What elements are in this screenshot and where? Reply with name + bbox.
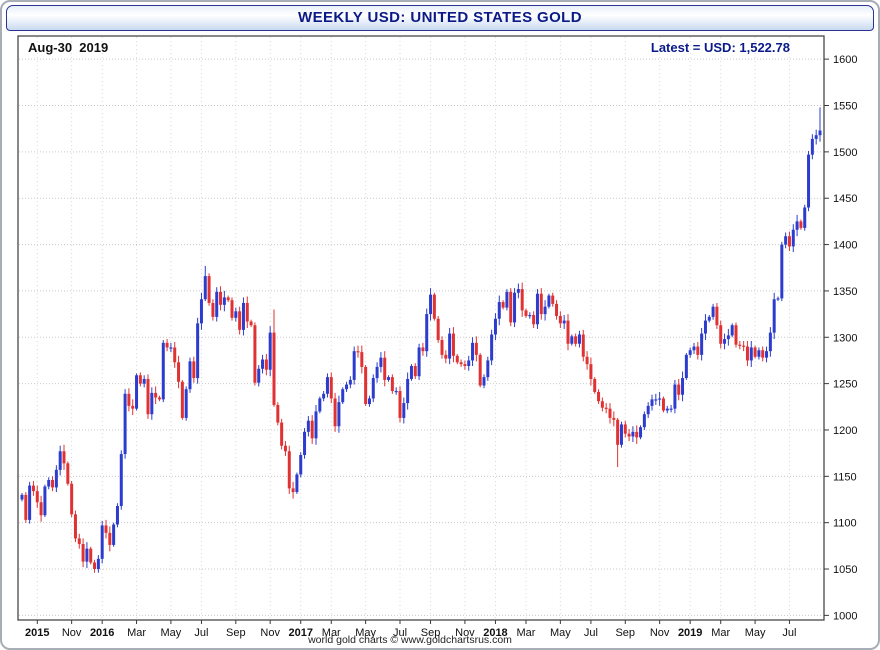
svg-text:Mar: Mar xyxy=(127,627,146,639)
svg-text:Sep: Sep xyxy=(226,627,246,639)
svg-text:Sep: Sep xyxy=(421,627,441,639)
svg-text:Jul: Jul xyxy=(782,627,796,639)
svg-text:1550: 1550 xyxy=(833,101,857,113)
svg-text:1000: 1000 xyxy=(833,610,857,622)
svg-text:Mar: Mar xyxy=(322,627,341,639)
svg-text:1150: 1150 xyxy=(833,471,857,483)
svg-text:2015: 2015 xyxy=(25,627,49,639)
svg-text:Jul: Jul xyxy=(194,627,208,639)
svg-text:May: May xyxy=(355,627,376,639)
svg-text:Sep: Sep xyxy=(615,627,635,639)
svg-text:1500: 1500 xyxy=(833,147,857,159)
latest-price-label: Latest = USD: 1,522.78 xyxy=(650,40,790,55)
svg-text:2019: 2019 xyxy=(678,627,702,639)
svg-text:Nov: Nov xyxy=(455,627,475,639)
title-bar: WEEKLY USD: UNITED STATES GOLD xyxy=(6,5,874,31)
svg-text:1450: 1450 xyxy=(833,193,857,205)
chart-title: WEEKLY USD: UNITED STATES GOLD xyxy=(298,9,582,26)
svg-text:1250: 1250 xyxy=(833,379,857,391)
svg-text:May: May xyxy=(745,627,766,639)
svg-text:May: May xyxy=(161,627,182,639)
svg-text:Nov: Nov xyxy=(62,627,82,639)
svg-text:Nov: Nov xyxy=(650,627,670,639)
svg-text:Mar: Mar xyxy=(711,627,730,639)
svg-text:May: May xyxy=(550,627,571,639)
svg-text:1200: 1200 xyxy=(833,425,857,437)
svg-text:2016: 2016 xyxy=(90,627,114,639)
svg-text:Jul: Jul xyxy=(393,627,407,639)
credit-footer: world gold charts © www.goldchartsrus.co… xyxy=(308,634,512,646)
svg-text:Mar: Mar xyxy=(517,627,536,639)
svg-text:1400: 1400 xyxy=(833,240,857,252)
svg-text:Jul: Jul xyxy=(584,627,598,639)
date-label: Aug-30 2019 xyxy=(28,40,109,55)
svg-text:1100: 1100 xyxy=(833,518,857,530)
svg-text:1600: 1600 xyxy=(833,54,857,66)
svg-text:1050: 1050 xyxy=(833,564,857,576)
svg-text:1350: 1350 xyxy=(833,286,857,298)
svg-text:Nov: Nov xyxy=(260,627,280,639)
svg-text:2017: 2017 xyxy=(288,627,312,639)
svg-text:2018: 2018 xyxy=(483,627,507,639)
svg-text:1300: 1300 xyxy=(833,332,857,344)
